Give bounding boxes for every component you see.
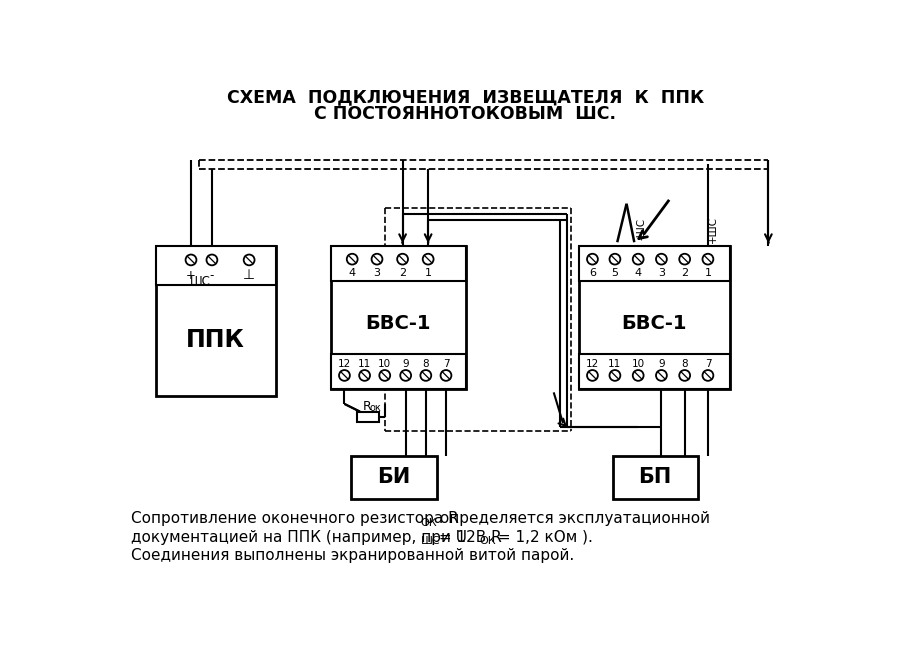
Text: -ШС: -ШС [637,218,646,240]
Text: -: - [210,269,214,282]
Bar [578,246,730,389]
Text: = 12В R: = 12В R [434,529,502,545]
Text: ⊥: ⊥ [243,268,255,282]
Text: СХЕМА  ПОДКЛЮЧЕНИЯ  ИЗВЕЩАТЕЛЯ  К  ППК: СХЕМА ПОДКЛЮЧЕНИЯ ИЗВЕЩАТЕЛЯ К ППК [227,89,704,107]
Text: 4: 4 [635,268,642,278]
Text: ОК: ОК [479,536,496,546]
Bar [357,411,379,423]
Text: R: R [363,400,371,413]
Text: Соединения выполнены экранированной витой парой.: Соединения выполнены экранированной вито… [131,548,574,563]
Text: 1: 1 [705,268,712,278]
Text: = 1,2 кОм ).: = 1,2 кОм ). [493,529,593,545]
Text: 11: 11 [608,359,622,369]
Text: 5: 5 [611,268,618,278]
Text: 12: 12 [586,359,599,369]
Text: 7: 7 [443,359,449,369]
Text: +: + [186,269,196,282]
Text: ШС: ШС [420,536,440,546]
Text: документацией на ППК (например, при U: документацией на ППК (например, при U [131,529,467,545]
Text: 12: 12 [338,359,351,369]
Bar [351,456,437,499]
Bar [578,246,730,280]
Bar [156,246,276,285]
Text: 11: 11 [358,359,371,369]
Bar [331,354,466,389]
Text: 1: 1 [425,268,431,278]
Text: 2: 2 [681,268,688,278]
Text: 6: 6 [589,268,596,278]
Text: Сопротивление оконечного резистора R: Сопротивление оконечного резистора R [131,511,459,526]
Bar [578,354,730,389]
Text: 9: 9 [402,359,409,369]
Text: 7: 7 [705,359,711,369]
Text: 8: 8 [681,359,688,369]
Text: БП: БП [638,467,672,487]
Bar [331,246,466,389]
Text: 3: 3 [658,268,665,278]
Text: определяется эксплуатационной: определяется эксплуатационной [435,511,710,526]
Text: ок: ок [370,403,381,413]
Text: 3: 3 [373,268,380,278]
Text: ШС: ШС [190,275,211,288]
Text: 8: 8 [422,359,429,369]
Text: С ПОСТОЯННОТОКОВЫМ  ШС.: С ПОСТОЯННОТОКОВЫМ ШС. [314,105,617,123]
Text: БИ: БИ [378,467,410,487]
Bar [613,456,698,499]
Text: БВС-1: БВС-1 [621,313,686,333]
Bar [156,246,276,396]
Text: ППК: ППК [186,328,245,352]
Text: 2: 2 [399,268,406,278]
Text: 4: 4 [349,268,356,278]
Text: БВС-1: БВС-1 [365,313,430,333]
Text: 10: 10 [379,359,391,369]
Text: 10: 10 [632,359,645,369]
Text: 9: 9 [658,359,665,369]
Bar [331,246,466,280]
Text: ОК: ОК [420,517,437,527]
Text: +ШС: +ШС [707,215,717,243]
